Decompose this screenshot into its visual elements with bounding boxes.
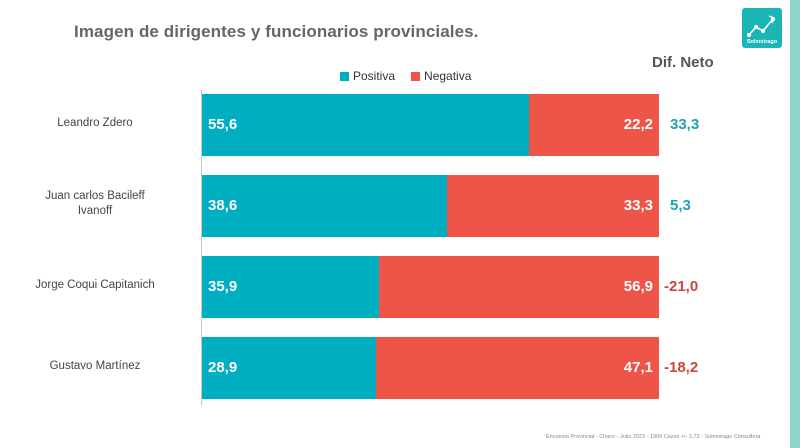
logo-text: Solmoirago	[746, 39, 778, 45]
company-logo: Solmoirago	[742, 8, 782, 48]
edge-stripe	[790, 0, 800, 448]
category-label: Leandro Zdero	[0, 116, 190, 131]
bar-positiva: 35,9	[202, 256, 379, 318]
dif-neto-value: -21,0	[664, 278, 699, 295]
bar-positiva: 28,9	[202, 337, 376, 399]
bar-positiva: 38,6	[202, 175, 447, 237]
category-label: Juan carlos Bacileff Ivanoff	[0, 189, 190, 219]
category-label-line: Ivanoff	[77, 205, 113, 217]
bar-value-negativa: 47,1	[623, 359, 653, 376]
legend: Positiva Negativa	[340, 69, 487, 83]
bar-positiva: 55,6	[202, 94, 529, 156]
category-label-line: Jorge Coqui Capitanich	[35, 278, 155, 291]
dif-neto-header: Dif. Neto	[652, 54, 714, 71]
category-label-line: Leandro Zdero	[57, 116, 133, 129]
bar-negativa: 22,2	[529, 94, 659, 156]
legend-item-positiva: Positiva	[340, 69, 395, 83]
bar-negativa: 47,1	[376, 337, 659, 399]
bar-negativa: 56,9	[379, 256, 659, 318]
bar-negativa: 33,3	[447, 175, 659, 237]
chart-title: Imagen de dirigentes y funcionarios prov…	[74, 22, 479, 41]
category-label-line: Juan carlos Bacileff	[45, 190, 145, 202]
category-label: Jorge Coqui Capitanich	[0, 278, 190, 293]
category-label: Gustavo Martínez	[0, 359, 190, 374]
dif-neto-value: 5,3	[670, 197, 691, 214]
trend-chart-icon	[747, 15, 775, 37]
bar-value-negativa: 56,9	[623, 278, 653, 295]
dif-neto-value: -18,2	[664, 359, 699, 376]
category-axis-line	[201, 90, 202, 406]
bar-value-positiva: 55,6	[208, 116, 238, 133]
legend-label-positiva: Positiva	[353, 69, 396, 83]
legend-swatch-positiva	[340, 71, 349, 81]
bar-value-positiva: 35,9	[208, 278, 238, 295]
bar-value-negativa: 22,2	[623, 116, 653, 133]
category-label-line: Gustavo Martínez	[49, 359, 141, 372]
legend-swatch-negativa	[411, 71, 421, 81]
bar-value-positiva: 28,9	[208, 359, 238, 376]
legend-label-negativa: Negativa	[424, 69, 472, 83]
legend-item-negativa: Negativa	[411, 69, 471, 83]
footer-source: Encuesta Provincial - Chaco - Julio 2023…	[546, 434, 761, 440]
bar-value-negativa: 33,3	[623, 197, 653, 214]
bar-value-positiva: 38,6	[208, 197, 238, 214]
dif-neto-value: 33,3	[670, 116, 700, 133]
